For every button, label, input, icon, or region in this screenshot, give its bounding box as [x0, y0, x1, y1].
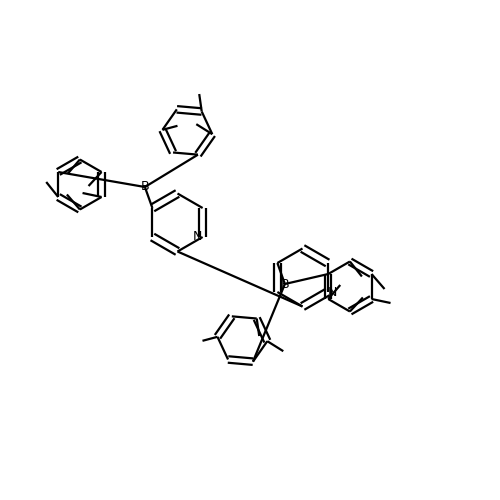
- Text: B: B: [280, 278, 289, 290]
- Text: B: B: [140, 180, 149, 194]
- Text: N: N: [193, 230, 202, 243]
- Text: N: N: [328, 286, 338, 298]
